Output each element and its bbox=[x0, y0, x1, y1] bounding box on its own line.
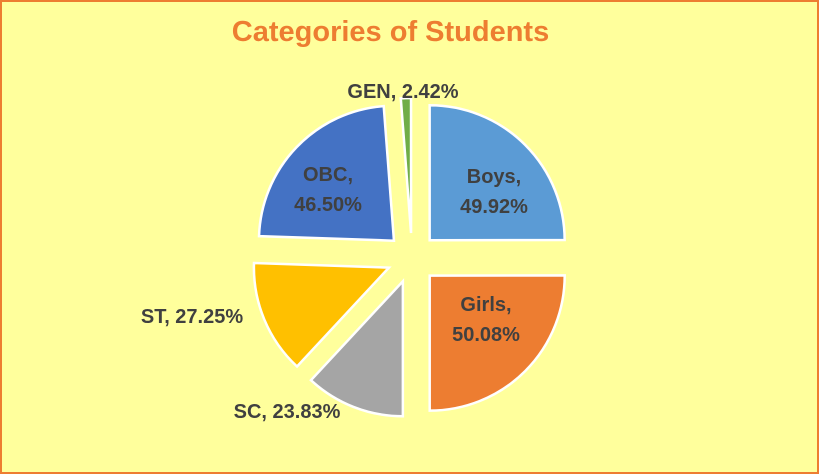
data-label: GEN, 2.42% bbox=[347, 81, 459, 103]
data-label: Boys, 49.92% bbox=[460, 166, 528, 218]
data-label: Girls, 50.08% bbox=[452, 294, 520, 346]
pie-slice bbox=[428, 274, 566, 412]
data-label: SC, 23.83% bbox=[233, 401, 341, 423]
data-label: OBC, 46.50% bbox=[294, 164, 362, 216]
pie-slice bbox=[252, 261, 392, 369]
chart-title: Categories of Students bbox=[231, 16, 550, 48]
pie-slice bbox=[309, 278, 405, 418]
pie-slice bbox=[399, 96, 413, 234]
pie-slice bbox=[428, 104, 566, 242]
data-label: ST, 27.25% bbox=[140, 306, 244, 328]
pie-slice bbox=[257, 104, 396, 242]
